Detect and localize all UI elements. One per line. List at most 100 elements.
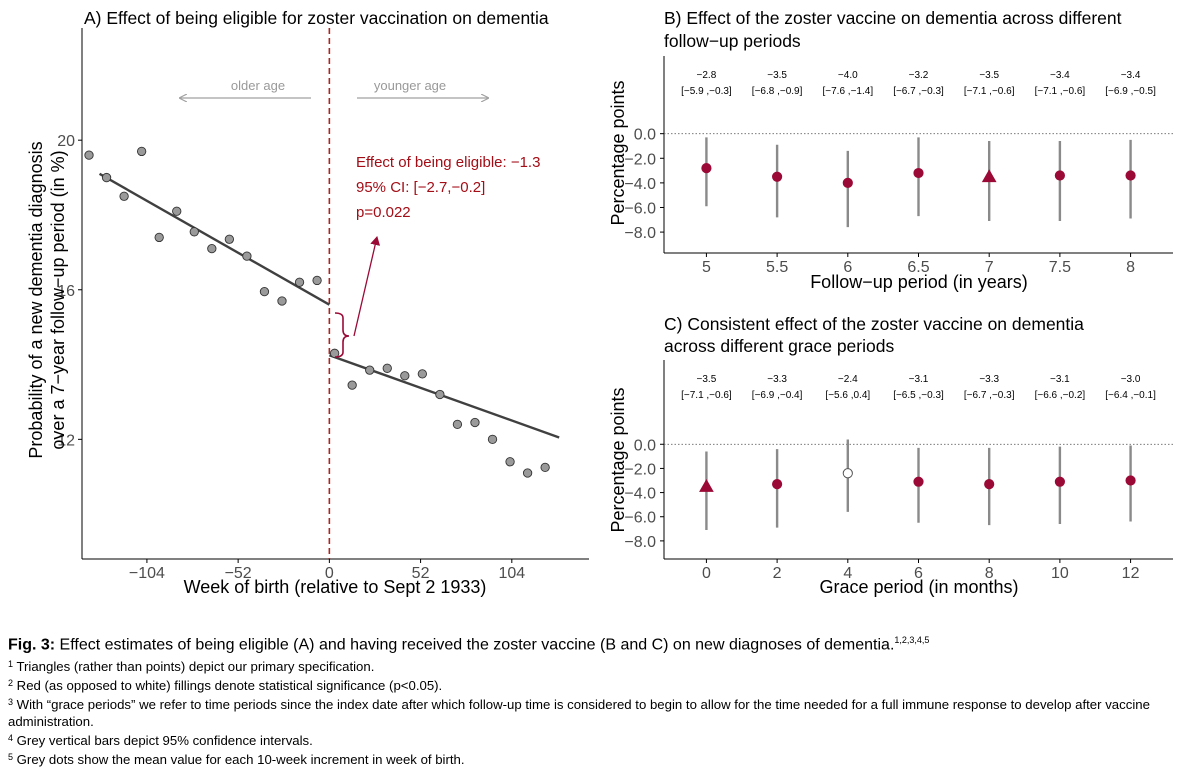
panel-c-estimate-point	[1125, 475, 1136, 486]
panel-c-ci-label: [−6.7 ,−0.3]	[964, 390, 1015, 401]
panel-a-x-ticks: −104 −52 0 52 104	[129, 559, 525, 582]
panel-c-ci-label: [−6.5 ,−0.3]	[893, 390, 944, 401]
panel-c-ci-label: [−6.6 ,−0.2]	[1035, 390, 1086, 401]
panel-b-x-tick-label: 8	[1126, 259, 1135, 276]
data-point	[312, 275, 322, 286]
panel-c-estimate-label: −3.1	[909, 374, 929, 385]
footnote-4-text: Grey vertical bars depict 95% confidence…	[13, 733, 313, 749]
data-point	[189, 227, 199, 237]
panel-b-ylabel: Percentage points	[608, 80, 628, 225]
panel-a-xlabel: Week of birth (relative to Sept 2 1933)	[184, 577, 487, 597]
footnote-5-num: 5	[8, 752, 14, 763]
panel-c-ci-label: [−7.1 ,−0.6]	[681, 390, 732, 401]
footnote-1-text: Triangles (rather than points) depict ou…	[13, 659, 375, 675]
footnote-1: 1 Triangles (rather than points) depict …	[8, 656, 1183, 675]
data-point	[522, 468, 533, 478]
data-point	[435, 389, 445, 400]
panel-c-title-line1: C) Consistent effect of the zoster vacci…	[664, 314, 1084, 334]
effect-pvalue-text: p=0.022	[356, 204, 411, 221]
data-point	[207, 243, 217, 254]
caption-main-text: Effect estimates of being eligible (A) a…	[55, 636, 895, 654]
data-point	[294, 277, 305, 287]
panel-b-estimate-label: −3.5	[767, 70, 787, 81]
older-age-label: older age	[231, 78, 285, 93]
panel-c-y-tick-label: −8.0	[624, 534, 656, 551]
panel-b-ci-label: [−7.1 ,−0.6]	[964, 86, 1015, 97]
panel-a-y-ticks: 12 16 20	[57, 133, 82, 449]
panel-b-x-tick-label: 6.5	[907, 259, 929, 276]
panel-c-x-tick-label: 2	[773, 565, 782, 582]
data-point	[329, 348, 340, 358]
panel-c-title-line2: across different grace periods	[664, 336, 894, 356]
data-point	[119, 191, 129, 201]
panel-b-ci-label: [−6.9 ,−0.5]	[1105, 86, 1156, 97]
data-point	[224, 234, 235, 244]
panel-b-x-tick-label: 7.5	[1049, 259, 1071, 276]
panel-c-y-tick-label: −4.0	[624, 486, 656, 503]
panel-b-estimate-point	[913, 167, 924, 179]
panel-b-estimate-label: −3.2	[909, 70, 929, 81]
panel-b-x-tick-label: 7	[985, 259, 994, 276]
panel-b-estimate-label: −3.4	[1050, 70, 1070, 81]
panel-a-points	[84, 146, 550, 478]
panel-c-x-tick-label: 4	[843, 565, 852, 582]
figure-canvas: A) Effect of being eligible for zoster v…	[26, 8, 1173, 597]
data-point	[242, 251, 252, 261]
panel-c-y-tick-label: 0.0	[634, 437, 656, 454]
panel-c-estimate-label: −3.0	[1121, 374, 1141, 385]
panel-b-y-tick-label: −6.0	[624, 200, 656, 217]
panel-c-estimate-point	[842, 468, 853, 479]
panel-c-xlabel: Grace period (in months)	[819, 577, 1018, 597]
panel-b-estimate-point	[1054, 170, 1065, 181]
panel-c-x-tick-label: 12	[1122, 565, 1140, 582]
panel-c-ci-label: [−6.4 ,−0.1]	[1105, 390, 1156, 401]
panel-c-estimate-point	[1054, 476, 1065, 487]
effect-estimate-text: Effect of being eligible: −1.3	[356, 154, 540, 171]
panel-b-y-tick-label: −2.0	[624, 151, 656, 168]
panel-b-title-line1: B) Effect of the zoster vaccine on demen…	[664, 8, 1122, 28]
panel-c-estimate-label: −2.4	[838, 374, 858, 385]
panel-c-estimate-point	[772, 479, 783, 490]
footnote-2: 2 Red (as opposed to white) fillings den…	[8, 675, 1183, 694]
footnote-2-text: Red (as opposed to white) fillings denot…	[13, 678, 443, 694]
panel-c-x-tick-label: 0	[702, 565, 711, 582]
panel-c-estimate-label: −3.1	[1050, 374, 1070, 385]
footnote-3: 3 With “grace periods” we refer to time …	[8, 694, 1183, 730]
panel-b-estimate-point	[1125, 170, 1136, 181]
panel-c-x-tick-label: 10	[1051, 565, 1069, 582]
caption-main: Fig. 3: Effect estimates of being eligib…	[8, 630, 1183, 655]
panel-a-y-tick-label: 16	[57, 283, 75, 300]
panel-b-title-line2: follow−up periods	[664, 31, 801, 51]
panel-c-x-tick-label: 8	[985, 565, 994, 582]
footnote-3-num: 3	[8, 697, 14, 708]
panel-c-estimate-triangle	[699, 479, 714, 492]
panel-b-estimate-label: −4.0	[838, 70, 858, 81]
panel-c-y-tick-label: −6.0	[624, 510, 656, 527]
caption-fig-label: Fig. 3:	[8, 636, 56, 654]
panel-a-y-tick-label: 12	[57, 432, 75, 449]
panel-a-title: A) Effect of being eligible for zoster v…	[84, 8, 549, 28]
panel-b-x-tick-label: 5.5	[766, 259, 788, 276]
panel-c-estimate-label: −3.3	[767, 374, 787, 385]
panel-b-x-tick-label: 5	[702, 259, 711, 276]
footnote-5-text: Grey dots show the mean value for each 1…	[13, 752, 465, 768]
panel-b-estimate-label: −3.4	[1121, 70, 1141, 81]
data-point	[540, 462, 550, 473]
footnote-5: 5 Grey dots show the mean value for each…	[8, 749, 1183, 768]
panel-b-x-tick-label: 6	[843, 259, 852, 276]
panel-b-ci-label: [−7.1 ,−0.6]	[1035, 86, 1086, 97]
panel-b-y-tick-label: −4.0	[624, 176, 656, 193]
panel-b-ci-label: [−5.9 ,−0.3]	[681, 86, 732, 97]
panel-c-ylabel: Percentage points	[608, 387, 628, 532]
panel-a-x-tick-label: 0	[325, 565, 334, 582]
panel-b-estimate-label: −3.5	[979, 70, 999, 81]
panel-c: C) Consistent effect of the zoster vacci…	[608, 314, 1173, 597]
panel-c-ci-label: [−6.9 ,−0.4]	[752, 390, 803, 401]
panel-c-plot: 0.0 −2.0 −4.0 −6.0 −8.0 0 −3.5 [−7.1 ,−0.6] 2 −3.…	[624, 374, 1173, 582]
caption-main-sup: 1,2,3,4,5	[894, 635, 930, 645]
panel-a-x-tick-label: −52	[225, 565, 252, 582]
data-point	[365, 365, 375, 375]
panel-c-estimate-point	[913, 476, 924, 487]
footnote-4: 4 Grey vertical bars depict 95% confiden…	[8, 730, 1183, 749]
panel-a-y-tick-label: 20	[57, 133, 75, 150]
